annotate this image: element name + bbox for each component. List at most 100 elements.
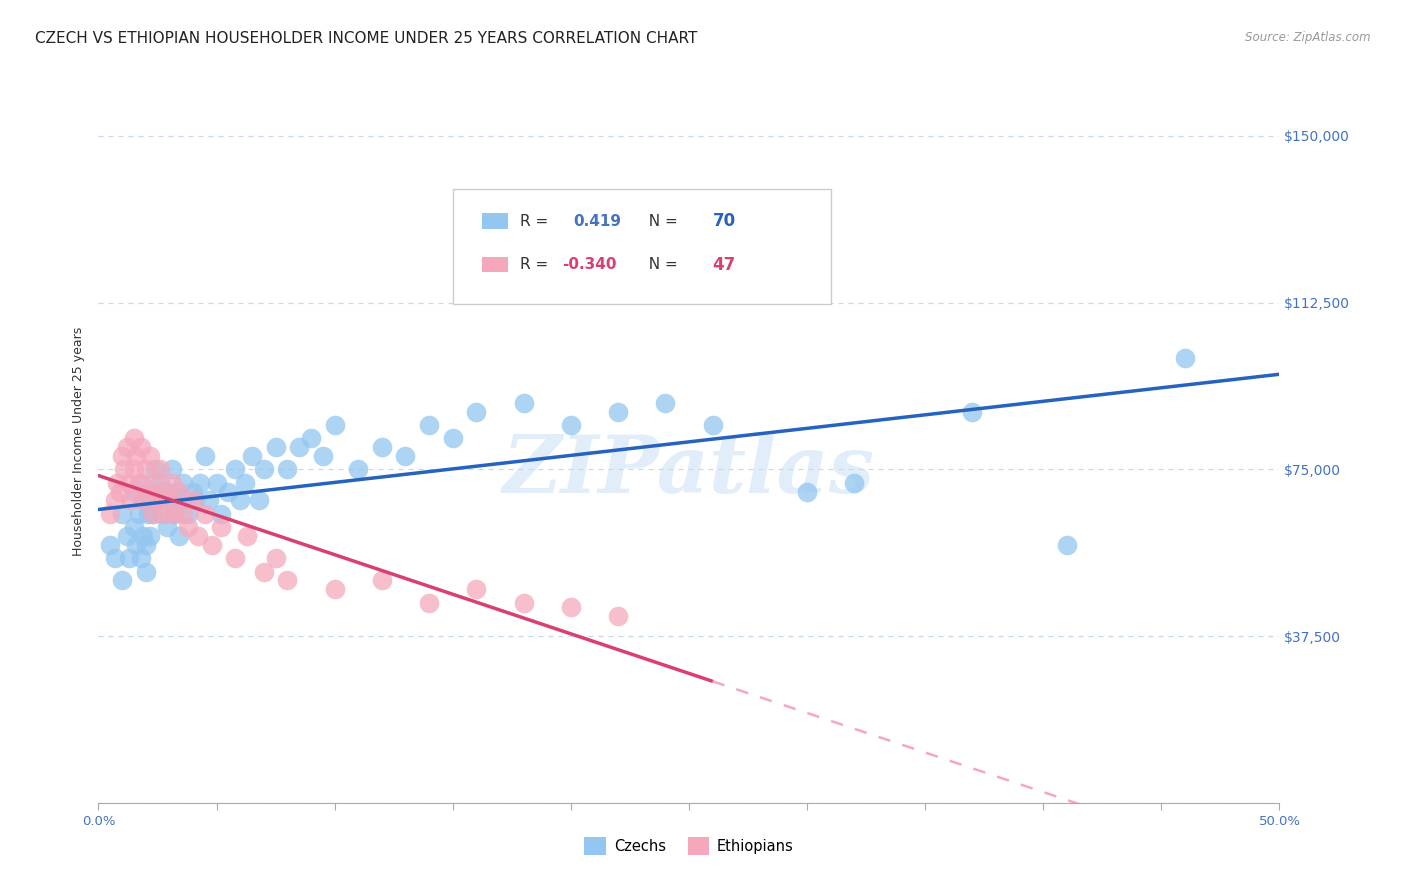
Point: [156, 520, 179, 534]
Point: [418, 417, 440, 432]
Point: [288, 440, 311, 454]
Text: 47: 47: [713, 255, 735, 274]
Text: CZECH VS ETHIOPIAN HOUSEHOLDER INCOME UNDER 25 YEARS CORRELATION CHART: CZECH VS ETHIOPIAN HOUSEHOLDER INCOME UN…: [35, 31, 697, 46]
Point: [125, 449, 148, 463]
Point: [702, 417, 724, 432]
Point: [157, 493, 180, 508]
Point: [512, 596, 534, 610]
Point: [132, 493, 155, 508]
Point: [160, 475, 183, 490]
Point: [233, 475, 256, 490]
Point: [111, 507, 134, 521]
Point: [105, 475, 128, 490]
Point: [172, 507, 194, 521]
Point: [194, 507, 217, 521]
Point: [560, 417, 582, 432]
Point: [104, 493, 127, 508]
Point: [264, 440, 287, 454]
Point: [465, 582, 488, 597]
Point: [560, 600, 582, 615]
Point: [229, 493, 252, 508]
Point: [112, 462, 135, 476]
FancyBboxPatch shape: [482, 213, 508, 229]
Point: [163, 507, 186, 521]
Point: [844, 475, 866, 490]
Point: [136, 484, 159, 499]
Point: [142, 507, 165, 521]
Point: [111, 449, 134, 463]
Point: [121, 493, 143, 508]
Point: [136, 507, 159, 521]
Point: [205, 475, 228, 490]
Point: [247, 493, 270, 508]
Point: [209, 520, 232, 534]
Point: [236, 529, 259, 543]
Point: [177, 520, 200, 534]
Point: [371, 440, 394, 454]
Point: [129, 475, 152, 490]
Y-axis label: Householder Income Under 25 years: Householder Income Under 25 years: [72, 326, 86, 557]
Point: [139, 449, 162, 463]
Point: [153, 507, 176, 521]
Point: [104, 551, 127, 566]
Point: [441, 431, 464, 445]
Point: [115, 440, 138, 454]
Point: [135, 462, 157, 476]
Point: [108, 484, 131, 499]
Point: [312, 449, 335, 463]
Point: [142, 507, 165, 521]
Point: [157, 493, 180, 508]
Point: [153, 484, 176, 499]
Point: [276, 574, 298, 588]
Point: [323, 417, 346, 432]
Point: [394, 449, 416, 463]
Point: [172, 475, 194, 490]
Point: [98, 507, 121, 521]
Point: [224, 462, 246, 476]
Point: [125, 538, 148, 552]
Point: [143, 475, 166, 490]
Point: [149, 462, 172, 476]
Point: [181, 484, 204, 499]
Text: -0.340: -0.340: [562, 257, 617, 272]
Point: [165, 484, 187, 499]
Point: [122, 431, 145, 445]
Point: [796, 484, 818, 499]
Point: [139, 529, 162, 543]
Point: [122, 520, 145, 534]
Point: [181, 493, 204, 508]
Point: [194, 449, 217, 463]
Point: [150, 484, 173, 499]
Point: [122, 484, 145, 499]
Point: [135, 538, 157, 552]
Point: [512, 395, 534, 409]
Point: [118, 475, 141, 490]
Point: [129, 551, 152, 566]
Point: [187, 529, 209, 543]
Point: [465, 404, 488, 418]
Point: [167, 529, 190, 543]
Point: [184, 493, 207, 508]
FancyBboxPatch shape: [453, 189, 831, 304]
Point: [143, 462, 166, 476]
Point: [607, 609, 630, 624]
Legend: Czechs, Ethiopians: Czechs, Ethiopians: [579, 831, 799, 861]
Point: [240, 449, 263, 463]
Text: Source: ZipAtlas.com: Source: ZipAtlas.com: [1246, 31, 1371, 45]
Point: [607, 404, 630, 418]
Point: [201, 538, 224, 552]
Point: [163, 507, 186, 521]
Point: [129, 440, 152, 454]
Point: [115, 529, 138, 543]
Point: [276, 462, 298, 476]
Text: R =: R =: [520, 214, 558, 228]
Point: [111, 574, 134, 588]
Point: [371, 574, 394, 588]
Point: [149, 475, 172, 490]
Point: [132, 529, 155, 543]
Text: ZIPatlas: ZIPatlas: [503, 432, 875, 509]
Point: [139, 484, 162, 499]
Text: 70: 70: [713, 212, 735, 230]
Point: [135, 565, 157, 579]
Point: [118, 551, 141, 566]
